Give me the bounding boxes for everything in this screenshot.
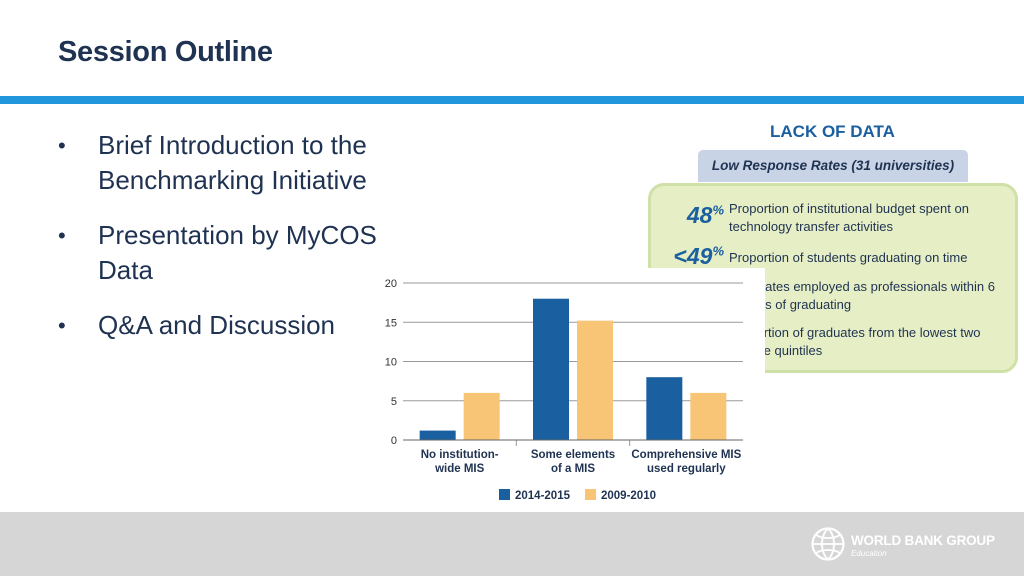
bullet-text: Brief Introduction to the Benchmarking I…	[98, 130, 367, 195]
x-category-label: No institution-	[421, 449, 499, 461]
x-category-label: of a MIS	[551, 463, 595, 475]
stat-description: Proportion of institutional budget spent…	[729, 201, 969, 234]
stat-description: Proportion of students graduating on tim…	[729, 250, 968, 265]
y-tick-label: 20	[385, 278, 397, 290]
response-rate-banner: Low Response Rates (31 universities)	[698, 150, 968, 182]
bullet-item: • Q&A and Discussion	[58, 310, 336, 340]
footer-band	[0, 512, 1024, 576]
bullet-text: Presentation by MyCOS Data	[98, 220, 377, 285]
bar	[646, 377, 683, 440]
stat-value: <49%	[673, 243, 724, 269]
stat-description: Proportion of graduates from the lowest …	[729, 325, 981, 358]
y-tick-label: 5	[391, 396, 397, 408]
legend-label: 2014-2015	[515, 490, 571, 502]
stat-item: 48% Proportion of institutional budget s…	[651, 198, 1021, 238]
response-rate-text: Low Response Rates (31 universities)	[711, 158, 955, 173]
bar	[690, 392, 727, 440]
legend-label: 2009-2010	[601, 490, 656, 502]
mis-bar-chart: 0 5 10 15 20 No institution-wide MIS Some elem…	[373, 268, 765, 525]
y-tick-label: 0	[391, 435, 397, 447]
org-name: WORLD BANK GROUP	[851, 533, 995, 548]
stat-description: Graduates employed as professionals with…	[729, 279, 995, 312]
stat-item: <49% Proportion of students graduating o…	[651, 241, 1021, 281]
bar	[419, 430, 456, 440]
y-tick-label: 10	[385, 357, 397, 369]
bullet-text: Q&A and Discussion	[98, 310, 336, 340]
bullet-item: • Presentation by MyCOS Data	[58, 220, 377, 285]
globe-icon	[811, 527, 845, 561]
bullet-item: • Brief Introduction to the Benchmarking …	[58, 130, 367, 195]
x-category-label: wide MIS	[434, 463, 485, 475]
legend-swatch	[499, 489, 510, 500]
bar	[533, 298, 569, 440]
y-tick-label: 15	[385, 317, 397, 329]
x-category-label: Some elements	[531, 449, 615, 461]
x-category-label: Comprehensive MIS	[631, 449, 741, 461]
lack-of-data-title: LACK OF DATA	[770, 122, 895, 141]
bar	[463, 392, 500, 440]
bar-chart-svg: 0 5 10 15 20 No institution-wide MIS Some elem…	[385, 278, 743, 502]
title-accent-bar	[0, 96, 1024, 104]
org-unit: Education	[851, 549, 887, 558]
stat-value: 48%	[686, 202, 724, 228]
legend-swatch	[585, 489, 596, 500]
bar	[577, 320, 613, 440]
bullet-list: • Brief Introduction to the Benchmarking …	[58, 128, 438, 363]
world-bank-logo: WORLD BANK GROUP Education	[810, 526, 1010, 566]
x-category-label: used regularly	[647, 463, 726, 475]
slide-title: Session Outline	[58, 36, 273, 68]
